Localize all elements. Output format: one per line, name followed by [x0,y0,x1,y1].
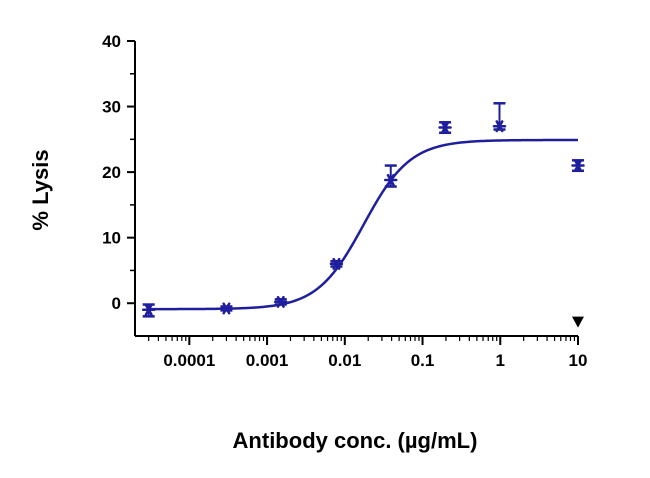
y-tick-label: 30 [102,98,121,117]
x-axis-ticks: 0.0001 0.001 0.01 0.1 1 10 [148,336,588,370]
fit-curve [148,138,578,311]
annotations-group [572,316,584,328]
x-axis-title: Antibody conc. (µg/mL) [233,428,478,453]
point-marker-center [333,261,340,267]
triangle-marker [572,316,584,328]
data-point [141,303,156,318]
point-marker-center [388,177,394,183]
point-marker-center [223,305,230,312]
x-tick-label: 1 [496,351,505,370]
x-tick-label: 0.001 [246,351,289,370]
point-marker-center [146,307,152,313]
y-tick-label: 10 [102,229,121,248]
y-axis-ticks: 0 10 20 30 40 [102,32,135,313]
fit-curve-group [148,138,578,311]
point-marker-center [575,162,581,169]
axes: 0 10 20 30 40 0.0001 0.001 0.01 0.1 1 10 [102,32,587,370]
data-points-group [141,102,585,318]
y-axis-title: % Lysis [28,149,53,230]
data-point [274,295,288,308]
data-point [383,164,398,188]
data-point [492,102,507,133]
data-point [219,302,234,315]
data-point [438,121,452,135]
y-tick-label: 20 [102,163,121,182]
point-marker-center [278,299,284,305]
data-point [571,159,585,173]
x-tick-label: 0.01 [328,351,361,370]
x-tick-label: 0.0001 [163,351,215,370]
y-tick-label: 40 [102,32,121,51]
point-marker-center [496,123,503,129]
point-marker-center [442,124,448,131]
data-point [329,257,344,270]
x-tick-label: 10 [569,351,588,370]
x-tick-label: 0.1 [411,351,435,370]
y-tick-label: 0 [112,294,121,313]
